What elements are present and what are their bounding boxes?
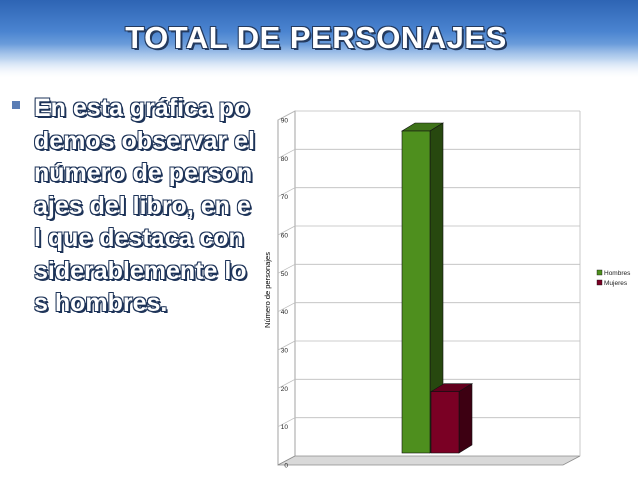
y-tick-label: 70 bbox=[281, 194, 289, 201]
gridline-side bbox=[277, 378, 296, 389]
y-tick-label: 90 bbox=[281, 118, 289, 125]
title-bar-gloss bbox=[0, 44, 638, 78]
bullet-marker bbox=[12, 101, 20, 109]
bar-side bbox=[458, 383, 473, 454]
y-tick-label: 80 bbox=[281, 156, 289, 163]
y-tick-label: 40 bbox=[281, 309, 289, 316]
slide-title: TOTAL DE PERSONAJES bbox=[125, 20, 507, 55]
bar-hombres bbox=[400, 122, 445, 454]
legend-label: Hombres bbox=[604, 270, 631, 277]
gridline-side bbox=[277, 417, 296, 428]
gridline-side bbox=[277, 302, 296, 313]
legend-swatch bbox=[596, 279, 603, 286]
y-tick-label: 50 bbox=[281, 271, 289, 278]
bullet-text: En esta gráfica podemos observar el núme… bbox=[34, 94, 255, 317]
gridline-side bbox=[277, 225, 296, 236]
y-tick-label: 30 bbox=[281, 348, 289, 355]
bar-front bbox=[430, 391, 460, 454]
gridline-side bbox=[277, 110, 296, 121]
y-tick-label: 60 bbox=[281, 233, 289, 240]
chart-bars bbox=[400, 122, 474, 454]
y-tick-label: 20 bbox=[281, 386, 289, 393]
title-bar: TOTAL DE PERSONAJES bbox=[0, 0, 638, 78]
y-tick-label: 10 bbox=[281, 424, 289, 431]
gridline-side bbox=[277, 340, 296, 351]
y-axis-label: Número de personajes bbox=[263, 252, 272, 328]
y-tick-label: 0 bbox=[284, 463, 288, 470]
chart-walls bbox=[277, 110, 581, 466]
bar-front bbox=[401, 130, 431, 454]
side-wall bbox=[277, 110, 296, 466]
gridline-side bbox=[277, 263, 296, 274]
legend-label: Mujeres bbox=[604, 280, 628, 287]
gridline-side bbox=[277, 148, 296, 159]
chart-legend: Hombres Mujeres bbox=[596, 269, 631, 287]
floor bbox=[277, 455, 581, 466]
legend-swatch bbox=[596, 269, 603, 276]
gridline-side bbox=[277, 187, 296, 198]
y-tick-labels: 0 10 20 30 40 50 60 70 80 90 bbox=[281, 118, 289, 470]
bar-mujeres bbox=[429, 383, 474, 454]
